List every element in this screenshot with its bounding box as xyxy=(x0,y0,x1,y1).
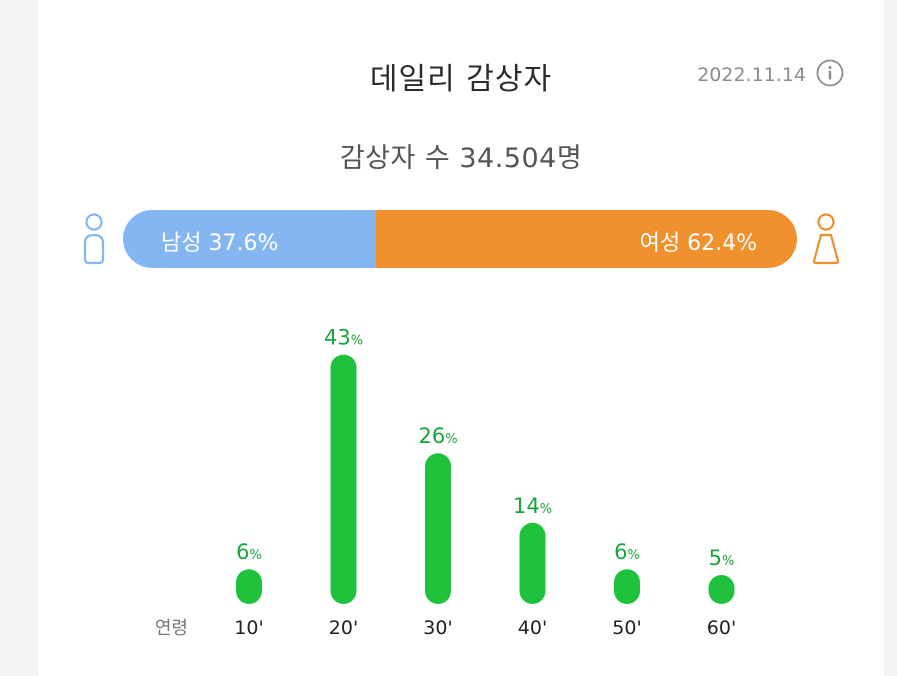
age-value-label-0: 6% xyxy=(236,540,262,564)
age-value-label-4: 6% xyxy=(614,540,640,564)
age-category-label-1: 20' xyxy=(329,617,358,639)
age-value-label-2: 26% xyxy=(418,424,457,448)
gender-ratio-bar: 남성 37.6% 여성 62.4% xyxy=(123,210,797,268)
female-person-icon xyxy=(812,213,840,265)
date-label: 2022.11.14 xyxy=(697,64,806,86)
age-category-label-4: 50' xyxy=(612,617,641,639)
age-category-label-0: 10' xyxy=(234,617,263,639)
viewer-count: 감상자 수 34.504명 xyxy=(339,143,583,174)
age-bar-4 xyxy=(614,569,640,604)
age-category-label-5: 60' xyxy=(707,617,736,639)
age-bar-1 xyxy=(330,354,357,604)
female-share-segment: 여성 62.4% xyxy=(376,210,797,268)
age-value-label-5: 5% xyxy=(709,546,735,570)
age-bar-0 xyxy=(236,569,262,604)
page-title: 데일리 감상자 xyxy=(369,62,553,97)
age-row-label: 연령 xyxy=(155,618,188,639)
daily-viewers-card: 데일리 감상자 2022.11.14 감상자 수 34.504명 남성 37.6… xyxy=(38,0,884,676)
age-distribution-chart: 연령 6% 10' 43% 20' 26% 30' 14% 40' 6% 50' 5% 60' xyxy=(155,326,736,639)
age-bar-3 xyxy=(519,522,546,604)
age-value-label-3: 14% xyxy=(513,494,552,518)
female-share-label: 여성 62.4% xyxy=(639,231,757,256)
age-category-label-2: 30' xyxy=(423,617,452,639)
info-icon[interactable] xyxy=(816,59,844,87)
male-person-icon xyxy=(83,213,105,265)
age-category-label-3: 40' xyxy=(518,617,547,639)
male-share-segment: 남성 37.6% xyxy=(123,210,377,268)
male-share-label: 남성 37.6% xyxy=(161,231,279,256)
age-bar-5 xyxy=(708,575,735,604)
age-value-label-1: 43% xyxy=(324,326,363,350)
age-bar-2 xyxy=(425,453,451,604)
